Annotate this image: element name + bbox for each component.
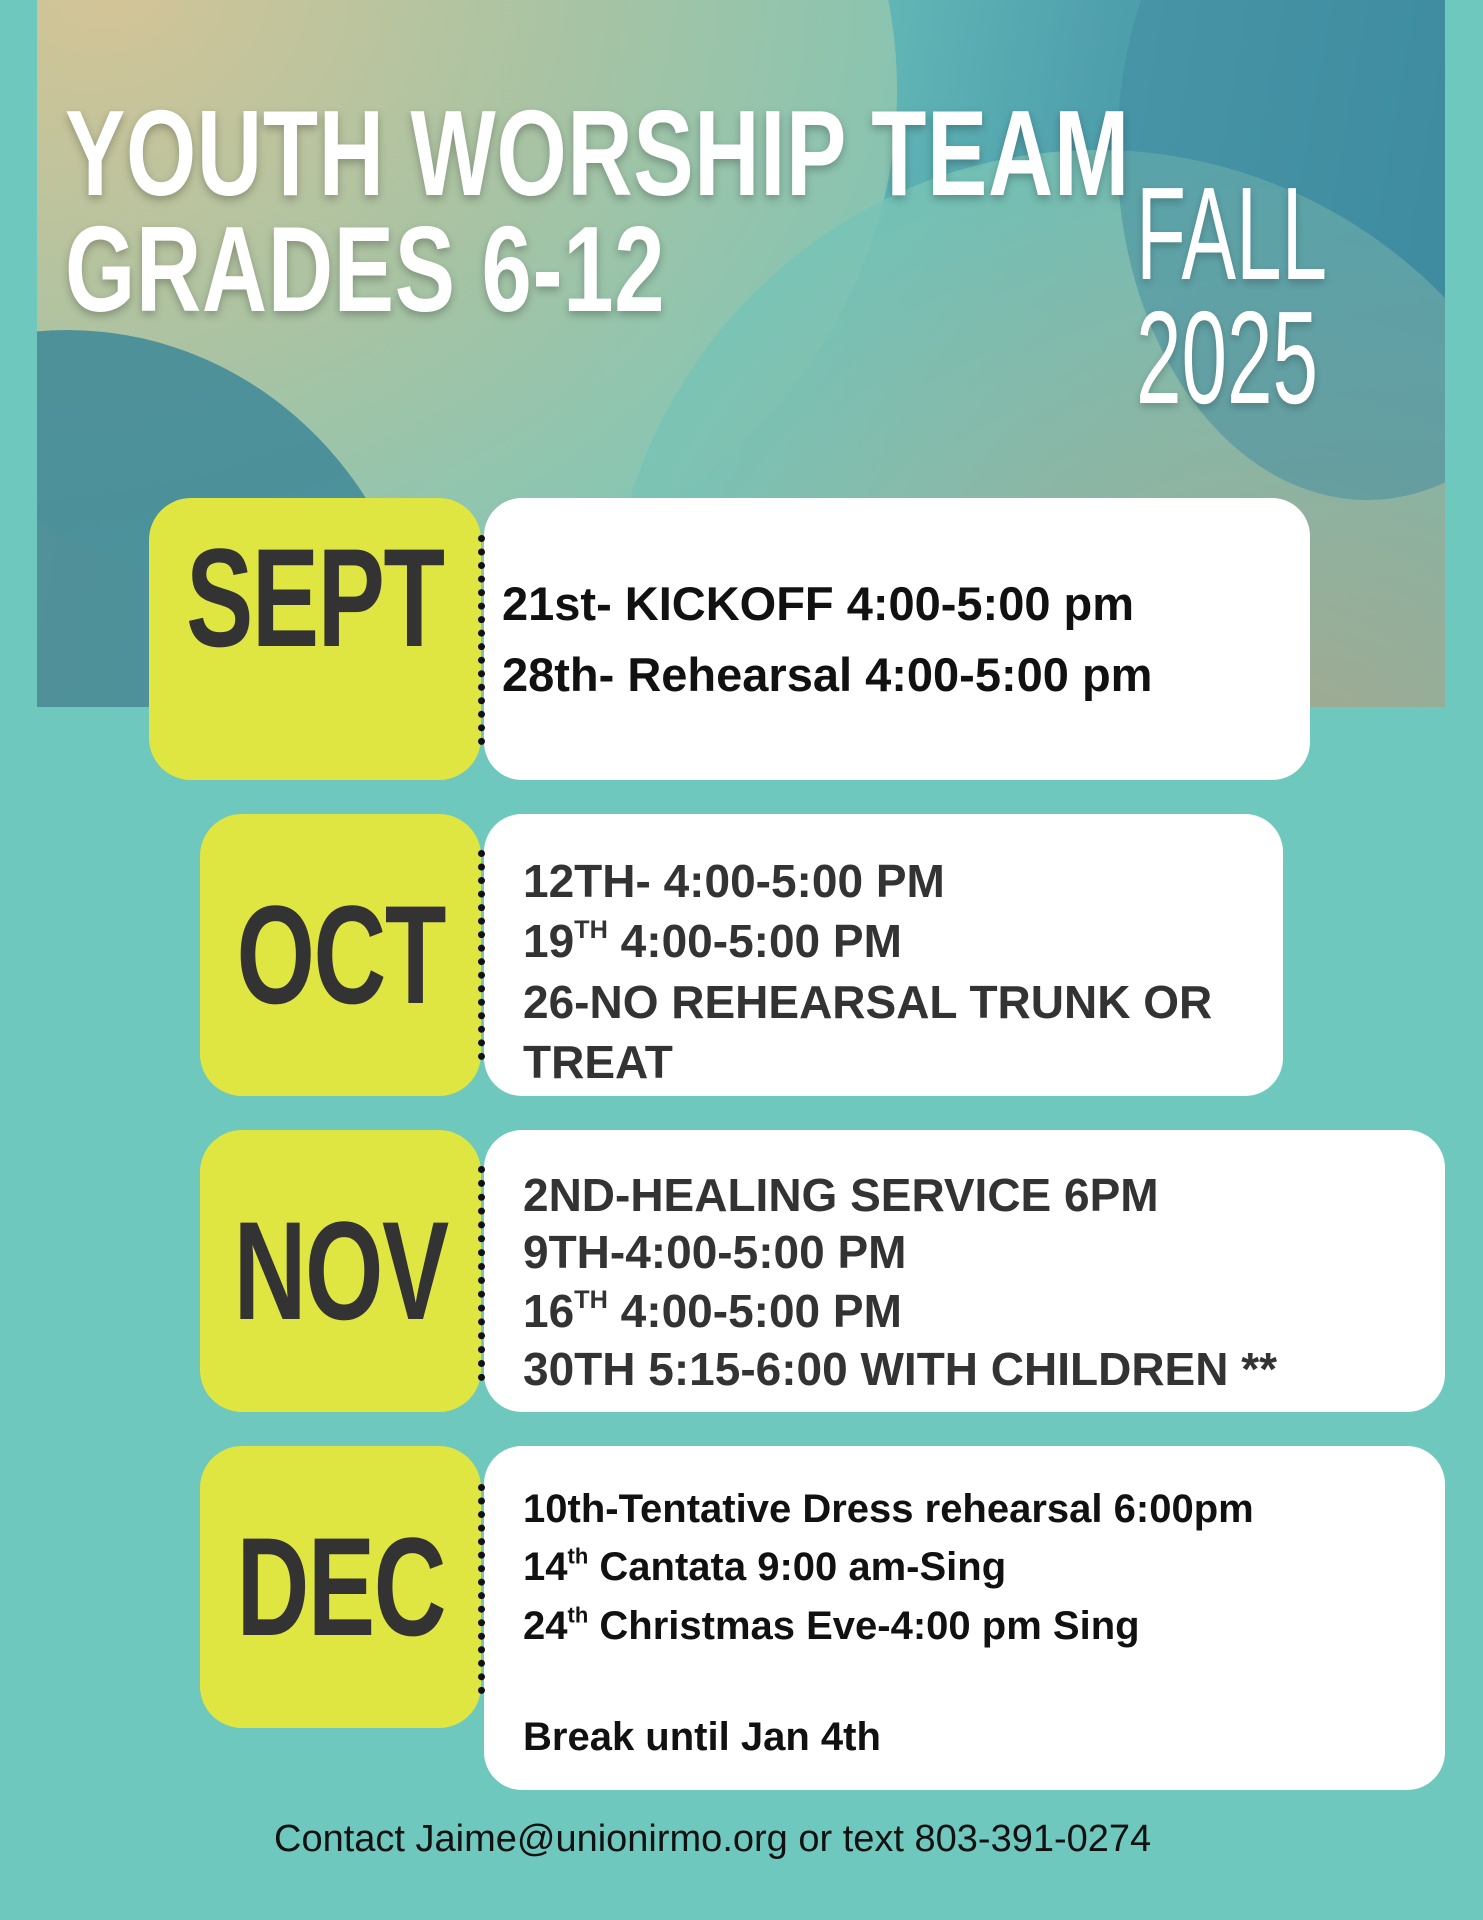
event-line: 19TH 4:00-5:00 PM [523, 915, 902, 967]
event-line: 12TH- 4:00-5:00 PM [523, 855, 945, 907]
event-line: 28th- Rehearsal 4:00-5:00 pm [502, 648, 1153, 701]
contact-info: Contact Jaime@unionirmo.org or text 803-… [274, 1818, 1152, 1860]
events-card [484, 814, 1283, 1096]
header-background [37, 0, 1445, 707]
season-label: FALL [1136, 160, 1328, 307]
events-card [484, 1446, 1445, 1790]
events-card [484, 498, 1310, 780]
events-card [484, 1130, 1445, 1412]
event-line: 30TH 5:15-6:00 WITH CHILDREN ** [523, 1343, 1278, 1395]
dotted-divider [478, 1484, 485, 1694]
event-line: 10th-Tentative Dress rehearsal 6:00pm [523, 1487, 1254, 1531]
month-box: NOV [200, 1130, 481, 1412]
event-line: 9TH-4:00-5:00 PM [523, 1226, 907, 1278]
event-line: Break until Jan 4th [523, 1715, 881, 1759]
event-line: TREAT [523, 1036, 673, 1088]
page-subtitle: GRADES 6-12 [65, 201, 666, 337]
event-line: 21st- KICKOFF 4:00-5:00 pm [502, 577, 1135, 630]
page-title: YOUTH WORSHIP TEAM [65, 85, 1130, 221]
month-label: SEPT [186, 519, 445, 676]
dotted-divider [478, 850, 485, 1060]
event-line: 26-NO REHEARSAL TRUNK OR [523, 976, 1213, 1028]
event-line: 14th Cantata 9:00 am-Sing [523, 1543, 1007, 1589]
month-label: OCT [236, 876, 446, 1033]
year-label: 2025 [1136, 284, 1319, 431]
month-box: OCT [200, 814, 481, 1096]
event-line: 24th Christmas Eve-4:00 pm Sing [523, 1602, 1140, 1648]
month-label: NOV [233, 1192, 449, 1349]
dotted-divider [478, 535, 485, 745]
dotted-divider [478, 1166, 485, 1381]
event-line: 2ND-HEALING SERVICE 6PM [523, 1169, 1159, 1221]
month-label: DEC [236, 1508, 446, 1665]
month-box: SEPT [149, 498, 481, 780]
month-box: DEC [200, 1446, 481, 1728]
event-line: 16TH 4:00-5:00 PM [523, 1285, 902, 1337]
